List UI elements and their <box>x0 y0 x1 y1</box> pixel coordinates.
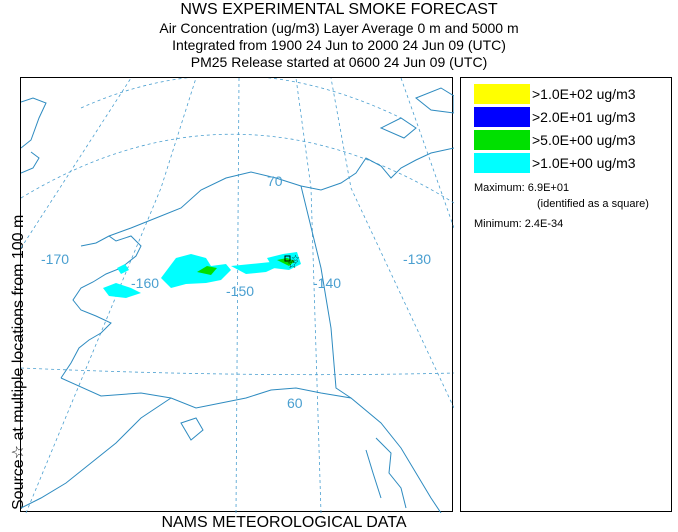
southern-coast <box>60 377 442 514</box>
graticule-labels: -170 -160 -150 -140 -130 70 60 <box>41 173 431 411</box>
alaska-yukon-border <box>300 185 352 399</box>
graticule-lat-60 <box>20 367 455 376</box>
legend-label-1: >1.0E+00 ug/m3 <box>532 155 636 171</box>
kodiak-island <box>180 417 204 441</box>
legend-label-20: >2.0E+01 ug/m3 <box>532 109 636 125</box>
map-panel: ☆ ☆ -170 -160 -150 -140 -130 70 60 <box>20 74 455 514</box>
lat-label-60: 60 <box>287 395 303 411</box>
legend-swatch-cyan <box>474 153 530 173</box>
smoke-plume <box>103 252 301 298</box>
legend-swatch-blue <box>474 107 530 127</box>
maximum-note: (identified as a square) <box>537 198 649 210</box>
lon-label-160: -160 <box>131 275 159 291</box>
plume-level-1-main <box>161 254 231 288</box>
north-slope-coast <box>108 171 302 237</box>
lon-label-170: -170 <box>41 251 69 267</box>
maximum-square-icon <box>284 255 291 262</box>
data-source-label: NAMS METEOROLOGICAL DATA <box>161 514 407 531</box>
chukotka-coast <box>20 97 47 149</box>
maximum-value: Maximum: 6.9E+01 <box>474 182 570 194</box>
graticule-lat-80 <box>80 74 402 119</box>
graticule-lat-70 <box>20 133 455 204</box>
lat-label-70: 70 <box>267 173 283 189</box>
source-star-icon: ☆ <box>287 257 298 271</box>
graticule-lon-150 <box>235 77 240 514</box>
coastlines <box>20 87 455 514</box>
graticule-lon-170 <box>20 77 132 249</box>
source-markers: ☆ ☆ <box>284 254 300 271</box>
southeast-islands-2 <box>365 449 382 499</box>
canada-islands <box>379 117 417 139</box>
graticule-lon-120 <box>400 77 455 229</box>
alaska-map: ☆ ☆ -170 -160 -150 -140 -130 70 60 <box>20 74 455 514</box>
canada-islands-2 <box>415 87 455 114</box>
plume-level-1-west <box>103 283 141 298</box>
lon-label-130: -130 <box>403 251 431 267</box>
lon-label-140: -140 <box>313 275 341 291</box>
legend-label-5: >5.0E+00 ug/m3 <box>532 132 636 148</box>
subtitle-concentration: Air Concentration (ug/m3) Layer Average … <box>159 20 519 36</box>
plume-level-1-east <box>231 262 279 274</box>
southeast-islands <box>375 437 407 509</box>
chukotka-coast-2 <box>20 151 40 174</box>
legend-swatch-yellow <box>474 84 530 104</box>
graticule-lon-130 <box>330 77 455 409</box>
graticule-lon-140 <box>295 77 322 514</box>
legend-label-100: >1.0E+02 ug/m3 <box>532 86 636 102</box>
legend-swatch-green <box>474 130 530 150</box>
subtitle-release: PM25 Release started at 0600 24 Jun 09 (… <box>190 54 488 70</box>
plume-level-1-small <box>117 264 129 274</box>
graticule-lon-160 <box>25 77 197 514</box>
canada-arctic-coast <box>300 147 455 191</box>
alaska-peninsula <box>20 397 172 509</box>
plume-level-5-main <box>197 266 217 275</box>
legend-panel: >1.0E+02 ug/m3 >2.0E+01 ug/m3 >5.0E+00 u… <box>460 77 672 512</box>
lon-label-150: -150 <box>226 283 254 299</box>
minimum-value: Minimum: 2.4E-34 <box>474 218 564 230</box>
source-star-icon: ☆ <box>291 254 300 265</box>
western-alaska-coast <box>60 235 142 379</box>
subtitle-integration: Integrated from 1900 24 Jun to 2000 24 J… <box>172 37 506 53</box>
forecast-title: NWS EXPERIMENTAL SMOKE FORECAST <box>180 1 498 18</box>
